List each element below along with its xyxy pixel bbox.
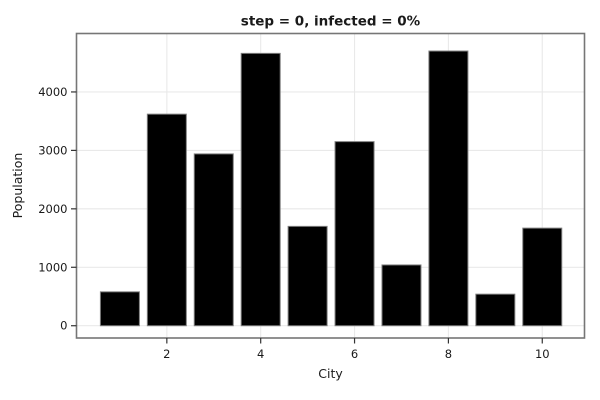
- bar-city-7: [381, 264, 422, 327]
- bar-city-2: [146, 113, 187, 327]
- x-tick-label: 2: [163, 347, 170, 361]
- y-tick-label: 3000: [38, 143, 67, 157]
- bar-city-1: [99, 291, 140, 327]
- y-tick-label: 1000: [38, 260, 67, 274]
- x-tick-label: 10: [535, 347, 550, 361]
- x-axis-label: City: [318, 366, 343, 381]
- axis-tick-labels: 0 1000 2000 3000 4000 2 4 6 8 10: [38, 85, 549, 361]
- x-tick-label: 4: [257, 347, 264, 361]
- axis-ticks: [71, 91, 543, 344]
- y-tick-label: 2000: [38, 202, 67, 216]
- y-axis-label: Population: [10, 153, 25, 219]
- bar-city-9: [475, 293, 516, 327]
- bar-city-8: [428, 50, 469, 327]
- bars: [99, 50, 563, 327]
- y-tick-label: 4000: [38, 85, 67, 99]
- bar-city-6: [334, 141, 375, 327]
- y-tick-label: 0: [60, 319, 67, 333]
- x-tick-label: 6: [351, 347, 358, 361]
- bar-city-10: [522, 227, 563, 327]
- bar-city-5: [287, 225, 328, 327]
- bar-city-3: [193, 153, 234, 327]
- chart-title: step = 0, infected = 0%: [241, 14, 421, 30]
- panel-border: [75, 32, 586, 339]
- x-tick-label: 8: [445, 347, 452, 361]
- bar-city-4: [240, 52, 281, 327]
